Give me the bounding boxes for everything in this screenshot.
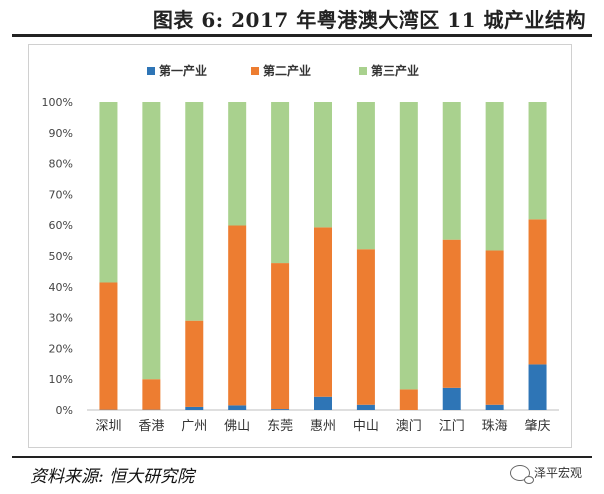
bar-segment	[185, 406, 204, 410]
legend-swatch	[147, 67, 155, 75]
y-tick-label: 40%	[49, 281, 73, 294]
bar-segment	[99, 282, 118, 410]
bar-segment	[442, 387, 461, 410]
y-tick-label: 70%	[49, 188, 73, 201]
legend-label: 第二产业	[263, 63, 311, 78]
chart-area: 第一产业 第二产业 第三产业 0% 10% 20% 30% 40% 50% 60% 70% 80% 90…	[28, 44, 572, 448]
bar-segment	[271, 102, 290, 264]
legend-swatch	[359, 67, 367, 75]
y-tick-label: 60%	[49, 219, 73, 232]
x-tick-label: 江门	[439, 419, 465, 434]
bar-segment	[528, 364, 547, 410]
bar-segment	[185, 320, 204, 407]
brand-label: 泽平宏观	[533, 466, 582, 480]
legend-label: 第三产业	[371, 63, 419, 78]
bar-segment	[142, 379, 161, 410]
bar-segment	[356, 249, 375, 405]
x-tick-label: 东莞	[267, 419, 293, 434]
bar-segment	[99, 102, 118, 283]
x-tick-label: 澳门	[396, 418, 422, 434]
source-note: 资料来源: 恒大研究院	[30, 467, 195, 487]
stacked-bar-chart: 第一产业 第二产业 第三产业 0% 10% 20% 30% 40% 50% 60% 70% 80% 90…	[42, 63, 559, 434]
y-tick-label: 50%	[49, 250, 73, 263]
brand-watermark: 泽平宏观	[509, 464, 582, 484]
wechat-icon	[509, 464, 534, 484]
x-tick-label: 中山	[353, 419, 379, 434]
x-tick-label: 深圳	[95, 419, 121, 434]
bar-segment	[485, 102, 504, 251]
y-tick-label: 90%	[49, 127, 73, 140]
bar-segment	[356, 404, 375, 410]
x-tick-label: 珠海	[482, 419, 508, 434]
bar-segment	[356, 102, 375, 250]
y-tick-label: 0%	[56, 404, 73, 417]
bar-segment	[228, 225, 247, 406]
bar-segment	[442, 239, 461, 388]
y-tick-label: 30%	[49, 312, 73, 325]
bar-segment	[399, 102, 418, 390]
bar-segment	[142, 102, 161, 380]
x-tick-label: 香港	[138, 419, 164, 434]
bar-segment	[314, 102, 332, 228]
bar-segment	[314, 396, 332, 410]
bar-segment	[271, 409, 290, 410]
bar-segment	[399, 389, 418, 410]
y-tick-label: 10%	[49, 373, 73, 386]
bar-segment	[485, 404, 504, 410]
bar-segment	[314, 227, 332, 397]
bar-segment	[228, 102, 247, 226]
x-tick-label: 佛山	[224, 419, 250, 434]
y-tick-label: 100%	[42, 96, 73, 109]
x-tick-label: 肇庆	[525, 419, 551, 434]
legend-label: 第一产业	[159, 63, 207, 78]
figure-title: 图表 6: 2017 年粤港澳大湾区 11 城产业结构	[152, 8, 586, 32]
bar-segment	[442, 102, 461, 240]
bar-segment	[528, 102, 547, 220]
bar-segment	[271, 263, 290, 410]
bar-segment	[185, 102, 204, 321]
title-rule	[12, 34, 592, 37]
footer-rule	[12, 456, 592, 458]
legend-swatch	[251, 67, 259, 75]
x-tick-label: 惠州	[310, 419, 336, 434]
x-tick-label: 广州	[181, 419, 207, 434]
y-tick-label: 20%	[49, 342, 73, 355]
bar-segment	[485, 250, 504, 405]
y-tick-label: 80%	[49, 158, 73, 171]
bar-segment	[528, 219, 547, 365]
bar-segment	[228, 405, 247, 410]
